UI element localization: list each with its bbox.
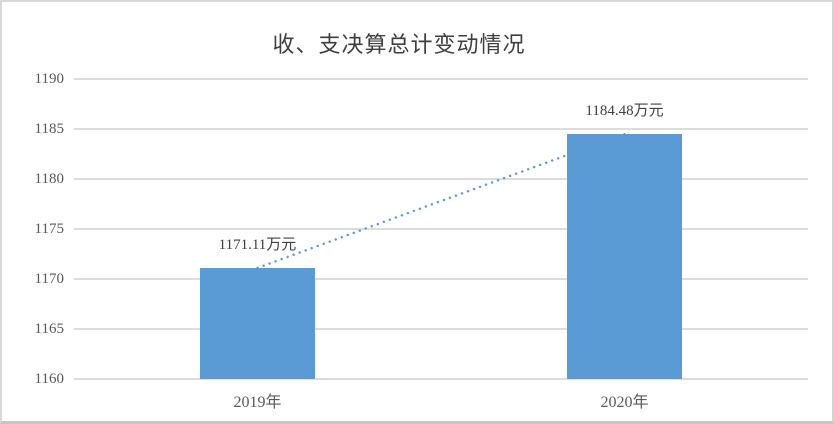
data-label: 1184.48万元 [585, 103, 664, 120]
gridline [74, 328, 808, 330]
gridline [74, 178, 808, 180]
y-tick-label: 1185 [34, 121, 64, 137]
gridline [74, 78, 808, 80]
x-category-label: 2019年 [233, 394, 282, 411]
bar-2020年 [567, 134, 682, 379]
y-tick-label: 1170 [34, 271, 64, 287]
y-tick-label: 1165 [34, 321, 64, 337]
x-category-label: 2020年 [600, 394, 649, 411]
gridline [74, 128, 808, 130]
bar-2019年 [200, 267, 315, 379]
trendline-dotted [256, 133, 626, 270]
gridline [74, 228, 808, 230]
y-tick-label: 1175 [34, 221, 64, 237]
data-label: 1171.11万元 [218, 236, 297, 253]
gridline [74, 278, 808, 280]
gridline [74, 378, 808, 380]
y-tick-label: 1190 [34, 71, 64, 87]
plot-area [74, 78, 808, 380]
y-tick-label: 1180 [34, 171, 64, 187]
y-tick-label: 1160 [34, 371, 64, 387]
chart-title: 收、支决算总计变动情况 [272, 32, 526, 57]
